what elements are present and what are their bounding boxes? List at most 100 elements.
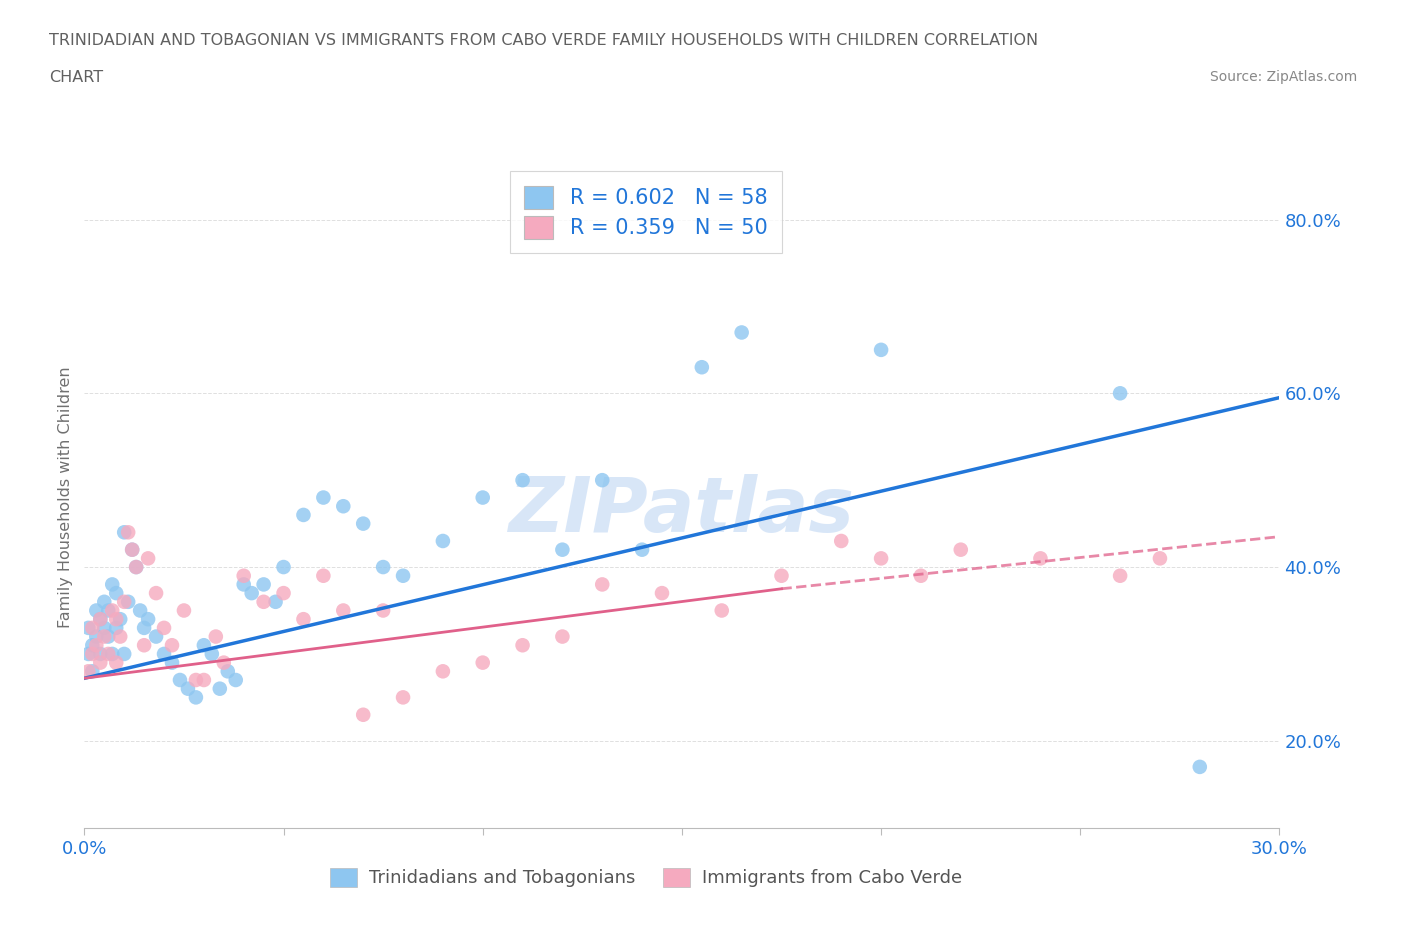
Point xyxy=(132,620,156,635)
Point xyxy=(232,568,254,583)
Point xyxy=(432,534,454,549)
Point xyxy=(512,638,534,653)
Point xyxy=(770,568,793,583)
Point xyxy=(105,612,128,627)
Point xyxy=(312,490,335,505)
Point xyxy=(89,612,111,627)
Point xyxy=(205,629,228,644)
Point xyxy=(173,603,195,618)
Point xyxy=(117,594,139,609)
Point xyxy=(352,708,374,723)
Point xyxy=(201,646,224,661)
Point xyxy=(392,690,415,705)
Point xyxy=(77,620,100,635)
Point xyxy=(117,525,139,539)
Point xyxy=(89,612,111,627)
Legend: Trinidadians and Tobagonians, Immigrants from Cabo Verde: Trinidadians and Tobagonians, Immigrants… xyxy=(322,861,970,895)
Point xyxy=(225,672,247,687)
Point xyxy=(253,594,276,609)
Point xyxy=(129,603,152,618)
Point xyxy=(392,568,415,583)
Point xyxy=(512,472,534,487)
Point xyxy=(432,664,454,679)
Point xyxy=(145,586,167,601)
Point xyxy=(82,620,104,635)
Point xyxy=(631,542,654,557)
Point xyxy=(110,629,132,644)
Point xyxy=(121,542,143,557)
Point xyxy=(105,586,128,601)
Point xyxy=(112,646,135,661)
Point xyxy=(136,551,159,565)
Point xyxy=(232,577,254,591)
Point xyxy=(86,603,108,618)
Point xyxy=(93,594,115,609)
Point xyxy=(86,629,108,644)
Point xyxy=(212,656,235,671)
Point xyxy=(169,672,191,687)
Point xyxy=(193,638,215,653)
Point xyxy=(153,646,176,661)
Point xyxy=(110,612,132,627)
Point xyxy=(332,498,354,513)
Point xyxy=(132,638,156,653)
Point xyxy=(89,656,111,671)
Point xyxy=(264,594,287,609)
Point xyxy=(82,638,104,653)
Point xyxy=(136,612,159,627)
Point xyxy=(101,603,124,618)
Point xyxy=(160,638,183,653)
Point xyxy=(97,629,120,644)
Y-axis label: Family Households with Children: Family Households with Children xyxy=(58,366,73,629)
Point xyxy=(153,620,176,635)
Point xyxy=(910,568,932,583)
Point xyxy=(82,646,104,661)
Point xyxy=(1109,568,1132,583)
Point xyxy=(690,360,713,375)
Point xyxy=(312,568,335,583)
Point xyxy=(89,646,111,661)
Point xyxy=(86,638,108,653)
Text: ZIPatlas: ZIPatlas xyxy=(509,473,855,548)
Point xyxy=(101,577,124,591)
Point xyxy=(112,525,135,539)
Point xyxy=(125,560,148,575)
Point xyxy=(1149,551,1171,565)
Point xyxy=(870,342,893,357)
Text: Source: ZipAtlas.com: Source: ZipAtlas.com xyxy=(1209,70,1357,84)
Point xyxy=(217,664,239,679)
Point xyxy=(145,629,167,644)
Point xyxy=(332,603,354,618)
Point xyxy=(193,672,215,687)
Point xyxy=(371,603,394,618)
Point xyxy=(870,551,893,565)
Point xyxy=(82,664,104,679)
Point xyxy=(591,577,613,591)
Point xyxy=(471,490,494,505)
Point xyxy=(253,577,276,591)
Point xyxy=(352,516,374,531)
Point xyxy=(292,508,315,523)
Point xyxy=(177,682,200,697)
Point xyxy=(949,542,972,557)
Point xyxy=(591,472,613,487)
Point xyxy=(731,326,754,340)
Point xyxy=(77,646,100,661)
Point xyxy=(292,612,315,627)
Point xyxy=(93,629,115,644)
Point xyxy=(1188,760,1211,775)
Point xyxy=(105,656,128,671)
Point xyxy=(160,656,183,671)
Point xyxy=(471,656,494,671)
Point xyxy=(1109,386,1132,401)
Point xyxy=(273,586,295,601)
Point xyxy=(371,560,394,575)
Point xyxy=(651,586,673,601)
Point xyxy=(93,620,115,635)
Point xyxy=(273,560,295,575)
Point xyxy=(551,542,574,557)
Point xyxy=(101,646,124,661)
Text: CHART: CHART xyxy=(49,70,103,85)
Point xyxy=(240,586,263,601)
Point xyxy=(830,534,852,549)
